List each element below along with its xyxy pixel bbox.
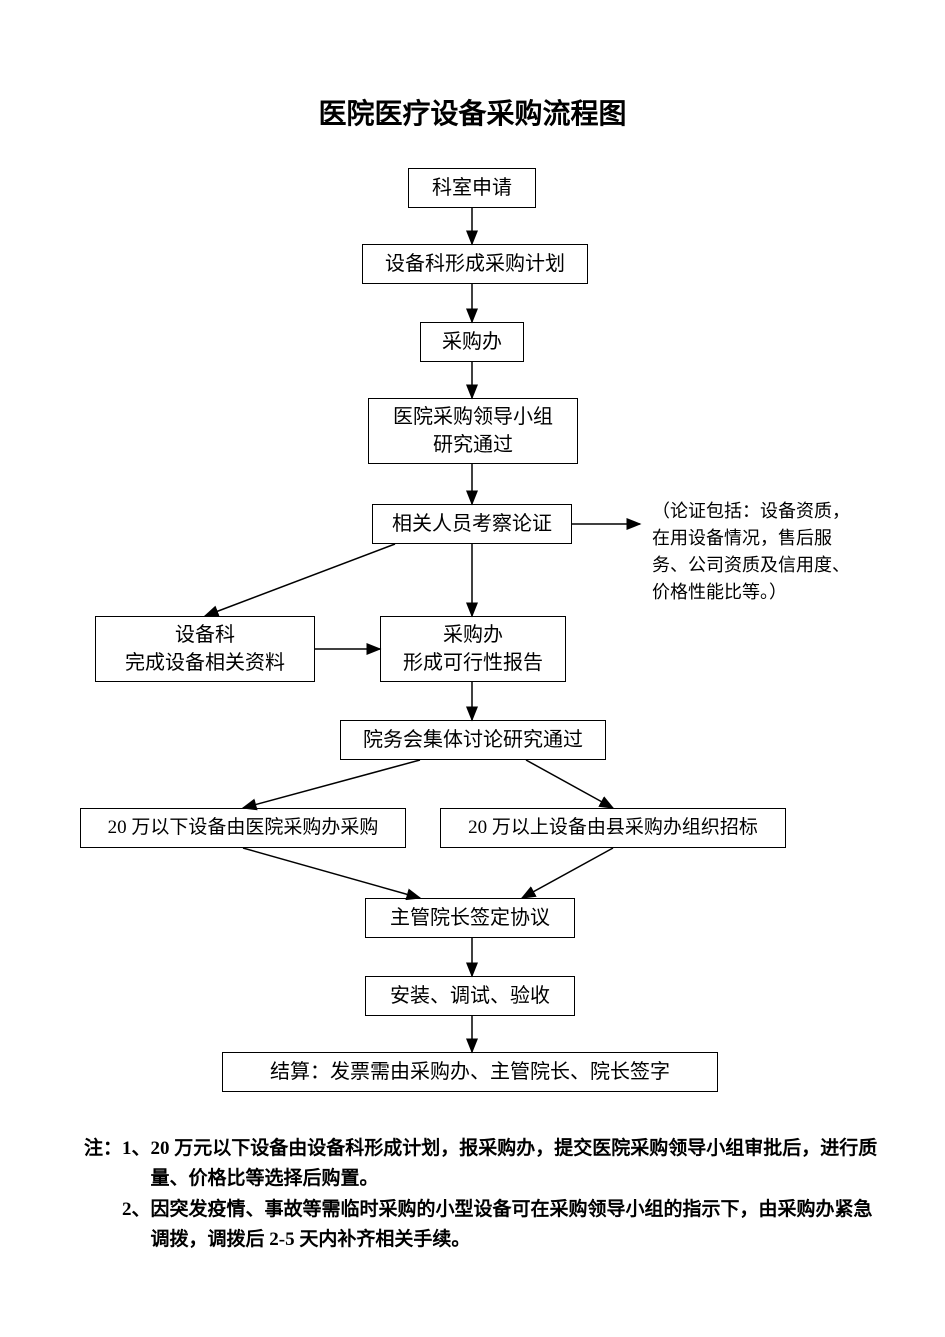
note-2-num: 2、 [122, 1195, 151, 1256]
node-feasibility-report: 采购办 形成可行性报告 [380, 616, 566, 682]
node-leadership-group: 医院采购领导小组 研究通过 [368, 398, 578, 464]
node-settlement: 结算：发票需由采购办、主管院长、院长签字 [222, 1052, 718, 1092]
page-title: 医院医疗设备采购流程图 [0, 92, 945, 132]
note-spacer [84, 1195, 122, 1256]
note-1-num: 1、 [122, 1134, 151, 1195]
note-prefix: 注： [84, 1134, 122, 1195]
node-sign-agreement: 主管院长签定协议 [365, 898, 575, 938]
node-over-200k: 20 万以上设备由县采购办组织招标 [440, 808, 786, 848]
note-2-text: 因突发疫情、事故等需临时采购的小型设备可在采购领导小组的指示下，由采购办紧急调拨… [151, 1195, 885, 1256]
footnotes: 注： 1、 20 万元以下设备由设备科形成计划，报采购办，提交医院采购领导小组审… [84, 1134, 885, 1256]
node-keshi-application: 科室申请 [408, 168, 536, 208]
node-procurement-office-1: 采购办 [420, 322, 524, 362]
note-1-text: 20 万元以下设备由设备科形成计划，报采购办，提交医院采购领导小组审批后，进行质… [151, 1134, 885, 1195]
node-install-test: 安装、调试、验收 [365, 976, 575, 1016]
node-committee-discussion: 院务会集体讨论研究通过 [340, 720, 606, 760]
node-equipment-data: 设备科 完成设备相关资料 [95, 616, 315, 682]
node-under-200k: 20 万以下设备由医院采购办采购 [80, 808, 406, 848]
node-investigation: 相关人员考察论证 [372, 504, 572, 544]
node-equipment-plan: 设备科形成采购计划 [362, 244, 588, 284]
annotation-verification: （论证包括：设备资质， 在用设备情况，售后服 务、公司资质及信用度、 价格性能比… [652, 498, 850, 606]
